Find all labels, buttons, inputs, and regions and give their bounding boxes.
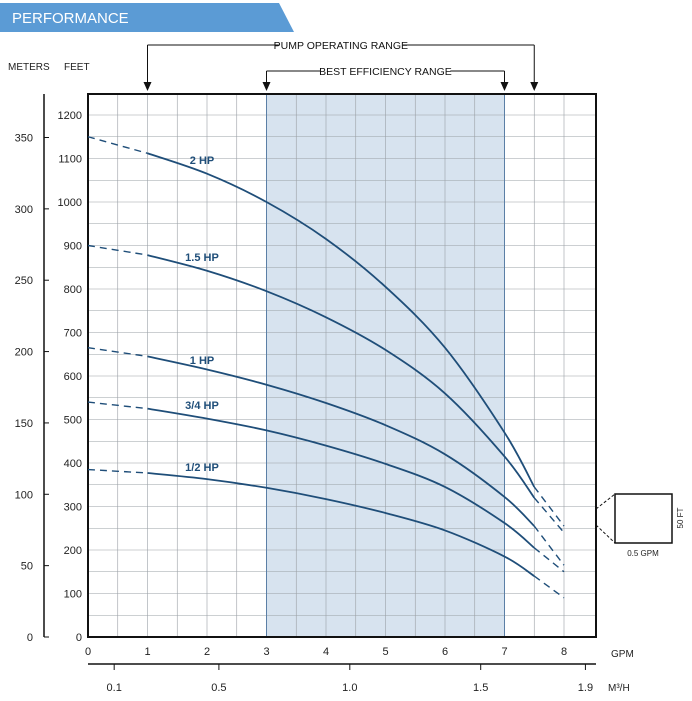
curve-3-4-hp-solid [147,407,535,549]
feet-axis: 0 100 200 300 400 500 600 700 800 900 1000 1100 1200 [58,110,82,644]
m3h-tick-label: 1.9 [578,682,593,694]
curve-1-hp-dash-left [87,347,148,358]
curve-2-hp-solid [147,152,536,488]
scale-key-height-label: 50 FT [676,507,685,528]
scale-key: 0.5 GPM 50 FT [595,493,685,558]
meters-axis: 0 50 100 150 200 250 300 350 [15,132,49,644]
curve-1-5-hp-dash-right [533,497,565,534]
feet-tick-label: 100 [64,589,82,601]
efficiency-range-label: BEST EFFICIENCY RANGE [319,66,452,78]
feet-tick-label: 1000 [58,197,82,209]
curve-2-hp-dash-left [87,136,148,154]
efficiency-range-arrow [500,82,509,91]
range-brackets: PUMP OPERATING RANGE BEST EFFICIENCY RANG… [143,40,539,91]
feet-tick-label: 300 [64,502,82,514]
efficiency-range-arrow [262,82,271,91]
scale-key-width-label: 0.5 GPM [627,549,659,558]
gpm-tick-label: 8 [561,646,567,658]
feet-tick-label: 500 [64,415,82,427]
curve-1-hp-solid [147,355,535,527]
curve-1-5-hp-solid [147,254,535,499]
operating-range-arrow [530,82,539,91]
meter-tick-label: 200 [15,347,33,359]
x-axis-label-gpm: GPM [611,649,634,660]
feet-tick-label: 600 [64,371,82,383]
gpm-tick-label: 5 [382,646,388,658]
efficiency-bounds [266,94,505,637]
operating-range-arrow [143,82,152,91]
m3h-tick-label: 1.0 [342,682,357,694]
m3h-axis: 0.1 0.5 1.0 1.5 1.9 [107,664,593,694]
meter-tick-label: 300 [15,204,33,216]
meter-tick-label: 250 [15,275,33,287]
curve-3-4-hp-dash-left [87,401,148,410]
title-banner [0,3,294,32]
gpm-tick-label: 2 [204,646,210,658]
curve-1-5-hp-dash-left [87,244,148,256]
pump-curves: 2 HP 1.5 HP 1 HP 3/4 HP 1/2 HP [87,136,565,599]
feet-tick-label: 0 [76,632,82,644]
feet-tick-label: 1200 [58,110,82,122]
gpm-tick-label: 0 [85,646,91,658]
m3h-tick-label: 0.5 [211,682,226,694]
x-axis-label-m3h: M³/H [608,683,630,694]
feet-tick-label: 900 [64,241,82,253]
meter-tick-label: 0 [27,632,33,644]
m3h-tick-label: 0.1 [107,682,122,694]
y-axis-label-feet: FEET [64,62,90,73]
curve-1-2-hp-label: 1/2 HP [185,462,219,474]
scale-key-box [614,493,673,544]
meter-tick-label: 150 [15,418,33,430]
operating-range-label: PUMP OPERATING RANGE [274,40,408,52]
curve-1-2-hp-dash-right [533,575,565,599]
curve-3-4-hp-label: 3/4 HP [185,400,219,412]
curve-1-hp-dash-right [533,525,565,566]
gpm-tick-label: 7 [501,646,507,658]
gpm-tick-label: 6 [442,646,448,658]
y-axis-label-meters: METERS [8,62,50,73]
gpm-tick-label: 1 [144,646,150,658]
plot-frame [87,93,597,638]
curve-2-hp-label: 2 HP [190,155,214,167]
curve-3-4-hp-dash-right [533,547,565,573]
feet-tick-label: 800 [64,284,82,296]
m3h-tick-label: 1.5 [473,682,488,694]
feet-tick-label: 400 [64,458,82,470]
curve-2-hp-dash-right [533,486,565,527]
meter-tick-label: 50 [21,561,33,573]
curve-1-2-hp-solid [147,472,535,577]
grid [88,94,596,637]
feet-tick-label: 1100 [58,154,82,166]
page-title: PERFORMANCE [12,10,129,27]
gpm-axis: 0 1 2 3 4 5 6 7 8 [85,646,567,658]
gpm-tick-label: 3 [263,646,269,658]
curve-1-hp-label: 1 HP [190,355,214,367]
meter-tick-label: 100 [15,489,33,501]
meter-tick-label: 350 [15,132,33,144]
gpm-tick-label: 4 [323,646,329,658]
curve-1-2-hp-dash-left [87,468,148,474]
feet-tick-label: 700 [64,328,82,340]
curve-1-5-hp-label: 1.5 HP [185,252,219,264]
feet-tick-label: 200 [64,545,82,557]
